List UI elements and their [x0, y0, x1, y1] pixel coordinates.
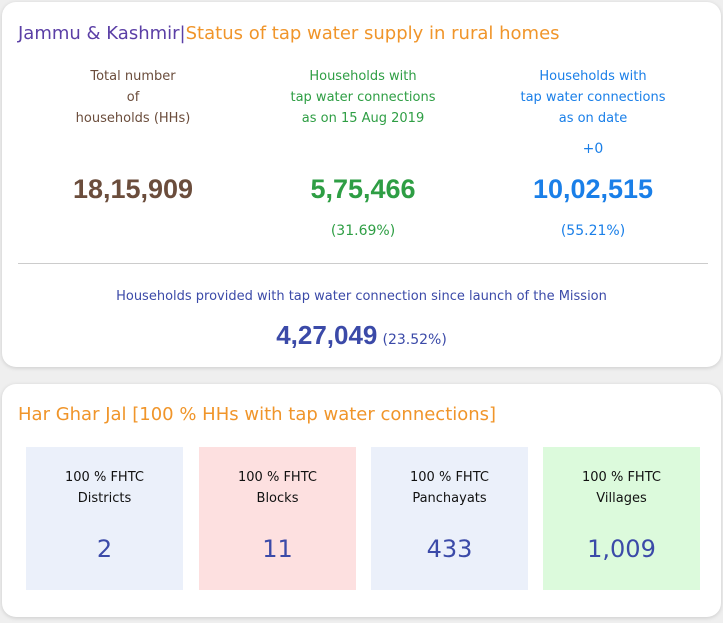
box-label-line: Districts: [77, 491, 132, 506]
divider: [18, 263, 708, 264]
box-value: 433: [426, 535, 473, 563]
fhtc-blocks-box: 100 % FHTC Blocks 11: [199, 447, 356, 590]
box-label: 100 % FHTC Districts: [26, 467, 183, 509]
current-connections-stat: Households with tap water connections as…: [478, 66, 708, 239]
label-line: households (HHs): [75, 111, 191, 126]
stat-percent: (55.21%): [560, 223, 626, 239]
box-label-line: 100 % FHTC: [238, 470, 317, 485]
baseline-connections-stat: Households with tap water connections as…: [248, 66, 478, 239]
total-households-stat: Total number of households (HHs) 18,15,9…: [18, 66, 248, 209]
status-title: Jammu & Kashmir|Status of tap water supp…: [18, 23, 560, 44]
label-line: tap water connections: [520, 90, 666, 105]
stat-label: Households with tap water connections as…: [248, 66, 478, 129]
box-label-line: Panchayats: [412, 491, 487, 506]
box-value: 11: [262, 535, 293, 563]
label-line: as on date: [558, 111, 628, 126]
stat-value: 18,15,909: [72, 174, 194, 204]
stat-label: Total number of households (HHs): [18, 66, 248, 129]
har-ghar-jal-title: Har Ghar Jal [100 % HHs with tap water c…: [18, 404, 497, 425]
mission-value: 4,27,049: [276, 320, 378, 350]
label-line: tap water connections: [290, 90, 436, 105]
mission-stat: 4,27,049 (23.52%): [2, 320, 721, 351]
box-label-line: Villages: [596, 491, 647, 506]
stat-value: 5,75,466: [310, 174, 416, 204]
stat-increment: [248, 129, 478, 169]
har-ghar-jal-card: Har Ghar Jal [100 % HHs with tap water c…: [2, 384, 721, 617]
fhtc-villages-box: 100 % FHTC Villages 1,009: [543, 447, 700, 590]
mission-label: Households provided with tap water conne…: [116, 289, 607, 304]
box-label-line: 100 % FHTC: [410, 470, 489, 485]
fhtc-panchayats-box: 100 % FHTC Panchayats 433: [371, 447, 528, 590]
mission-percent: (23.52%): [382, 332, 447, 348]
box-label: 100 % FHTC Villages: [543, 467, 700, 509]
box-label-line: 100 % FHTC: [65, 470, 144, 485]
status-card: Jammu & Kashmir|Status of tap water supp…: [2, 2, 721, 367]
stat-increment: +0: [582, 141, 604, 157]
label-line: as on 15 Aug 2019: [301, 111, 425, 126]
label-line: Total number: [90, 69, 176, 84]
stat-increment: [18, 129, 248, 169]
stat-value: 10,02,515: [532, 174, 654, 204]
label-line: Households with: [539, 69, 647, 84]
stat-label: Households with tap water connections as…: [478, 66, 708, 129]
status-heading: Status of tap water supply in rural home…: [185, 23, 560, 44]
label-line: of: [126, 90, 140, 105]
box-label: 100 % FHTC Panchayats: [371, 467, 528, 509]
fhtc-districts-box: 100 % FHTC Districts 2: [26, 447, 183, 590]
box-label-line: Blocks: [256, 491, 299, 506]
box-value: 2: [96, 535, 113, 563]
stat-percent: (31.69%): [330, 223, 396, 239]
title-separator: |: [179, 23, 186, 44]
label-line: Households with: [309, 69, 417, 84]
box-label: 100 % FHTC Blocks: [199, 467, 356, 509]
state-name: Jammu & Kashmir: [18, 23, 180, 44]
box-value: 1,009: [587, 535, 656, 563]
box-label-line: 100 % FHTC: [582, 470, 661, 485]
